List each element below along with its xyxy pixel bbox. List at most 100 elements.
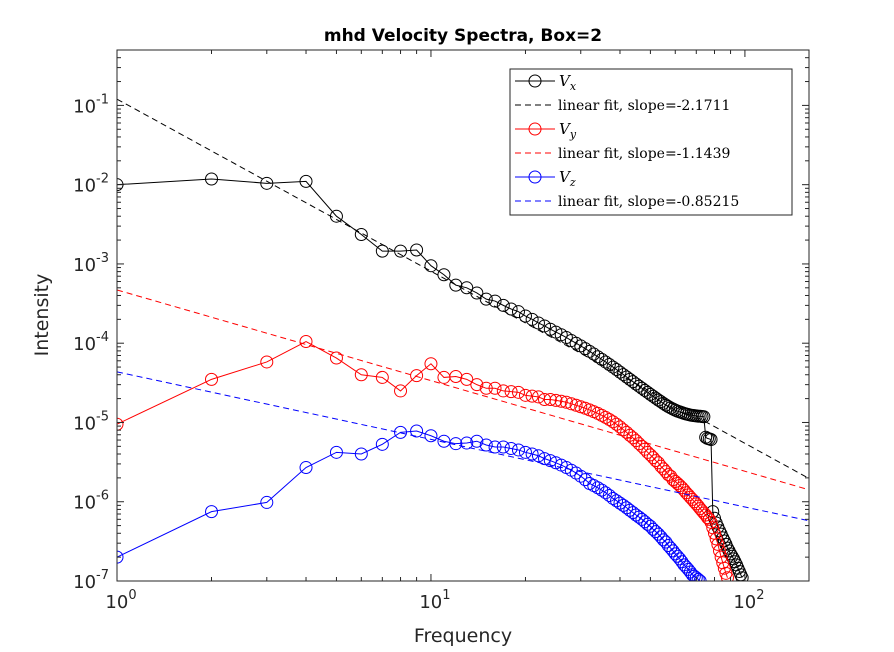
data-point-vz	[654, 530, 668, 544]
data-point-vy	[479, 381, 493, 395]
fit-line-vz_fit	[117, 371, 809, 522]
data-point-vz	[687, 569, 701, 581]
legend-swatch-marker	[528, 74, 542, 88]
series-vy_fit	[117, 289, 809, 491]
data-point-vz	[543, 454, 557, 468]
x-tick-base: 10	[733, 592, 756, 613]
data-point-vx	[394, 244, 408, 258]
data-point-vy	[602, 413, 616, 427]
data-point-vz	[569, 466, 583, 480]
data-point-vy	[713, 544, 727, 558]
y-tick-exponent: -4	[96, 330, 109, 345]
x-tick-exponent: 2	[756, 588, 764, 603]
data-point-vz	[643, 519, 657, 533]
data-point-vy	[205, 372, 219, 386]
data-point-vy	[641, 445, 655, 459]
series-vx_fit	[117, 98, 809, 479]
y-tick-label: 10-5	[73, 409, 109, 434]
data-point-vz	[424, 429, 438, 443]
data-point-vz	[410, 424, 424, 438]
data-point-vy	[646, 451, 660, 465]
data-point-vz	[511, 443, 525, 457]
data-point-vy	[671, 476, 685, 490]
data-point-vz	[602, 488, 616, 502]
data-point-vx	[613, 365, 627, 379]
data-point-vy	[410, 369, 424, 383]
data-point-vz	[538, 452, 552, 466]
data-point-vy	[518, 388, 532, 402]
data-point-vx	[525, 312, 539, 326]
data-point-vz	[689, 571, 703, 581]
data-point-vx	[704, 432, 718, 446]
legend-label: linear fit, slope=-0.85215	[558, 194, 739, 210]
data-point-vy	[260, 355, 274, 369]
y-tick-label: 10-4	[73, 330, 109, 355]
legend-entry-vz_fit: linear fit, slope=-0.85215	[515, 194, 739, 210]
y-tick-label: 10-3	[73, 251, 109, 276]
y-tick-base: 10	[73, 334, 96, 355]
legend-label-subscript: x	[570, 80, 577, 93]
data-point-vz	[525, 447, 539, 461]
legend: Vx linear fit, slope=-2.1711 Vy linear fit,…	[509, 68, 793, 216]
data-point-vx	[602, 358, 616, 372]
legend-label: Vz	[559, 168, 576, 189]
legend-label-subscript: y	[569, 128, 577, 141]
data-point-vx	[735, 571, 749, 581]
y-tick-label: 10-1	[73, 92, 109, 117]
chart-title: mhd Velocity Spectra, Box=2	[324, 26, 602, 46]
series-vy	[117, 335, 734, 581]
data-point-vy	[702, 512, 716, 526]
data-point-vy	[717, 561, 731, 575]
data-point-vz	[260, 495, 274, 509]
data-point-vz	[531, 449, 545, 463]
y-tick-label: 10-6	[73, 489, 109, 514]
y-tick-base: 10	[73, 413, 96, 434]
y-tick-exponent: -3	[96, 251, 109, 266]
legend-label: linear fit, slope=-2.1711	[558, 98, 730, 114]
data-point-vy	[661, 468, 675, 482]
data-point-vy	[117, 417, 124, 431]
data-point-vy	[496, 384, 510, 398]
legend-box	[509, 68, 793, 216]
y-tick-exponent: -7	[96, 568, 109, 583]
legend-label-main: V	[559, 72, 572, 90]
x-tick-label: 101	[419, 588, 450, 613]
data-point-vz	[574, 469, 588, 483]
data-point-vx	[518, 309, 532, 323]
y-tick-exponent: -1	[96, 92, 109, 107]
y-axis-label: Intensity	[31, 274, 53, 357]
data-point-vz	[504, 441, 518, 455]
data-point-vy	[699, 508, 713, 522]
data-point-vz	[591, 481, 605, 495]
x-tick-exponent: 0	[128, 588, 136, 603]
x-tick-label: 100	[105, 588, 136, 613]
legend-swatch-marker	[528, 122, 542, 136]
data-point-vy	[488, 381, 502, 395]
data-point-vz	[479, 438, 493, 452]
data-point-vy	[554, 394, 568, 408]
legend-entry-vy: Vy	[515, 120, 577, 141]
data-point-vz	[646, 522, 660, 536]
data-point-vy	[375, 370, 389, 384]
data-point-vz	[375, 437, 389, 451]
data-point-vz	[549, 456, 563, 470]
y-tick-base: 10	[73, 572, 96, 593]
data-point-vz	[205, 505, 219, 519]
data-point-vy	[599, 410, 613, 424]
data-point-vz	[117, 550, 124, 564]
y-tick-exponent: -5	[96, 409, 109, 424]
data-point-vz	[691, 572, 705, 581]
data-point-vz	[518, 445, 532, 459]
y-tick-base: 10	[73, 176, 96, 197]
data-point-vz	[616, 498, 630, 512]
data-point-vy	[659, 465, 673, 479]
data-point-vx	[488, 294, 502, 308]
data-point-vy	[673, 479, 687, 493]
legend-label-main: V	[559, 120, 572, 138]
legend-label: Vy	[559, 120, 577, 141]
data-point-vy	[424, 357, 438, 371]
data-point-vx	[424, 259, 438, 273]
data-point-vz	[470, 434, 484, 448]
x-axis-label: Frequency	[414, 625, 512, 647]
